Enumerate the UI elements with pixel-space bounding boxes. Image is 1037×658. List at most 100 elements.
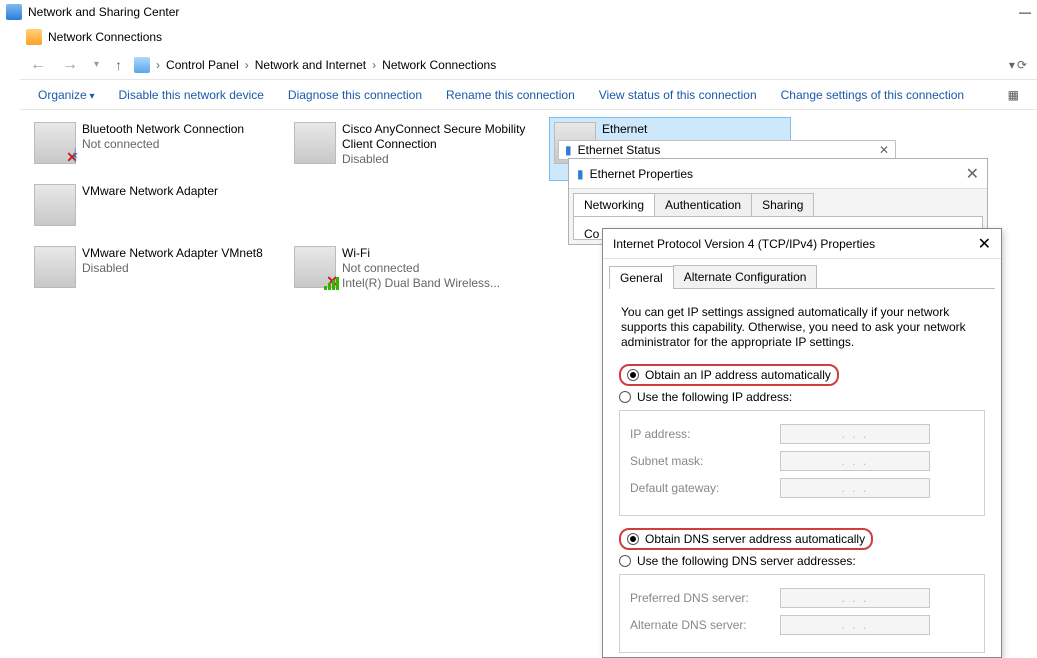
preferred-dns-input: . . . [780, 588, 930, 608]
adapter-name: Cisco AnyConnect Secure Mobility Client … [342, 122, 526, 152]
adapter-icon [294, 122, 336, 164]
subnet-input: . . . [780, 451, 930, 471]
sharing-center-title: Network and Sharing Center [28, 5, 179, 19]
organize-button[interactable]: Organize [38, 88, 95, 102]
chevron-icon: › [370, 58, 378, 72]
close-icon[interactable]: ✕ [879, 143, 889, 157]
dns-manual-row[interactable]: Use the following DNS server addresses: [619, 552, 985, 570]
chevron-icon: › [154, 58, 162, 72]
back-button[interactable]: ← [26, 56, 50, 74]
adapter-name: VMware Network Adapter VMnet8 [82, 246, 263, 261]
close-icon[interactable]: ✕ [966, 164, 979, 184]
change-settings-button[interactable]: Change settings of this connection [781, 88, 964, 102]
ethernet-status-window: ▮ Ethernet Status ✕ [558, 140, 896, 160]
crumb-2[interactable]: Network Connections [382, 58, 496, 72]
ipv4-properties-dialog: Internet Protocol Version 4 (TCP/IPv4) P… [602, 228, 1002, 658]
ip-manual-row[interactable]: Use the following IP address: [619, 388, 985, 406]
ip-auto-highlight: Obtain an IP address automatically [619, 364, 839, 386]
ip-auto-row[interactable]: Obtain an IP address automatically [619, 362, 985, 388]
dns-auto-row[interactable]: Obtain DNS server address automatically [619, 526, 985, 552]
adapter-name: Ethernet [602, 122, 647, 137]
wifi-bars-icon [324, 272, 340, 290]
gateway-input: . . . [780, 478, 930, 498]
adapter-item[interactable]: ✕Wi-FiNot connectedIntel(R) Dual Band Wi… [290, 242, 530, 304]
dns-auto-label: Obtain DNS server address automatically [645, 532, 865, 546]
tab-general[interactable]: General [609, 266, 674, 289]
ip-fieldset: IP address: . . . Subnet mask: . . . Def… [619, 410, 985, 516]
gateway-label: Default gateway: [630, 481, 770, 495]
ipv4-tabs: General Alternate Configuration [609, 265, 995, 289]
refresh-icon[interactable]: ⟳ [1017, 58, 1027, 72]
alternate-dns-label: Alternate DNS server: [630, 618, 770, 632]
up-button[interactable]: ↑ [111, 57, 126, 73]
crumb-1[interactable]: Network and Internet [255, 58, 366, 72]
ethernet-properties-titlebar: ▮ Ethernet Properties ✕ [569, 159, 987, 189]
connections-title: Network Connections [48, 30, 162, 44]
connections-titlebar: Network Connections [20, 24, 1037, 50]
chevron-icon: › [243, 58, 251, 72]
ipv4-panel: You can get IP settings assigned automat… [609, 289, 995, 653]
ethernet-properties-icon: ▮ [577, 167, 584, 181]
ip-address-input: . . . [780, 424, 930, 444]
rename-button[interactable]: Rename this connection [446, 88, 575, 102]
shell-icon [134, 57, 150, 73]
connections-icon [26, 29, 42, 45]
ethernet-status-title: Ethernet Status [578, 143, 661, 157]
address-caret-icon[interactable]: ▾ [1009, 58, 1015, 72]
dns-fieldset: Preferred DNS server: . . . Alternate DN… [619, 574, 985, 653]
tab-alternate[interactable]: Alternate Configuration [673, 265, 818, 288]
crumb-root[interactable]: Control Panel [166, 58, 239, 72]
adapter-status: Not connected [342, 261, 500, 276]
ethernet-properties-title: Ethernet Properties [590, 167, 693, 181]
dns-manual-label: Use the following DNS server addresses: [637, 554, 856, 568]
tab-authentication[interactable]: Authentication [654, 193, 752, 216]
preferred-dns-label: Preferred DNS server: [630, 591, 770, 605]
toolbar: Organize Disable this network device Dia… [20, 80, 1037, 110]
adapter-name: Bluetooth Network Connection [82, 122, 244, 137]
view-status-button[interactable]: View status of this connection [599, 88, 757, 102]
adapter-item[interactable]: ✕ᚼ Bluetooth Network ConnectionNot connec… [30, 118, 270, 180]
adapter-detail: Intel(R) Dual Band Wireless... [342, 276, 500, 291]
ip-auto-label: Obtain an IP address automatically [645, 368, 831, 382]
breadcrumb[interactable]: › Control Panel › Network and Internet ›… [134, 57, 1001, 73]
adapter-icon [34, 184, 76, 226]
adapter-icon [34, 246, 76, 288]
tab-sharing[interactable]: Sharing [751, 193, 814, 216]
adapter-name: Wi-Fi [342, 246, 500, 261]
adapter-status: Disabled [82, 261, 263, 276]
disable-device-button[interactable]: Disable this network device [119, 88, 264, 102]
forward-button[interactable]: → [58, 56, 82, 74]
history-dropdown[interactable]: ▾ [90, 59, 103, 70]
eth-props-tabs: Networking Authentication Sharing [569, 189, 987, 216]
diagnose-button[interactable]: Diagnose this connection [288, 88, 422, 102]
subnet-label: Subnet mask: [630, 454, 770, 468]
sharing-center-titlebar: Network and Sharing Center — [0, 0, 1037, 24]
close-icon[interactable]: ✕ [978, 234, 991, 254]
ethernet-status-icon: ▮ [565, 143, 572, 157]
tab-networking[interactable]: Networking [573, 193, 655, 216]
ip-address-label: IP address: [630, 427, 770, 441]
adapter-status: Disabled [342, 152, 526, 167]
minimize-button[interactable]: — [1019, 5, 1031, 19]
connect-using-label: Co [584, 227, 599, 240]
radio-dns-manual[interactable] [619, 555, 631, 567]
adapter-item[interactable]: VMware Network Adapter [30, 180, 270, 242]
radio-ip-auto[interactable] [627, 369, 639, 381]
dns-auto-highlight: Obtain DNS server address automatically [619, 528, 873, 550]
bluetooth-icon: ᚼ [70, 148, 80, 166]
ipv4-titlebar: Internet Protocol Version 4 (TCP/IPv4) P… [603, 229, 1001, 259]
view-options-icon[interactable]: ▦ [1008, 88, 1019, 102]
address-bar: ← → ▾ ↑ › Control Panel › Network and In… [20, 50, 1037, 80]
sharing-center-icon [6, 4, 22, 20]
radio-ip-manual[interactable] [619, 391, 631, 403]
adapter-name: VMware Network Adapter [82, 184, 218, 199]
adapter-icon: ✕ᚼ [34, 122, 76, 164]
ipv4-title: Internet Protocol Version 4 (TCP/IPv4) P… [613, 237, 875, 251]
adapter-item[interactable]: Cisco AnyConnect Secure Mobility Client … [290, 118, 530, 180]
radio-dns-auto[interactable] [627, 533, 639, 545]
adapter-status: Not connected [82, 137, 244, 152]
ipv4-description: You can get IP settings assigned automat… [621, 305, 983, 350]
adapter-item[interactable]: VMware Network Adapter VMnet8Disabled [30, 242, 270, 304]
ip-manual-label: Use the following IP address: [637, 390, 792, 404]
alternate-dns-input: . . . [780, 615, 930, 635]
